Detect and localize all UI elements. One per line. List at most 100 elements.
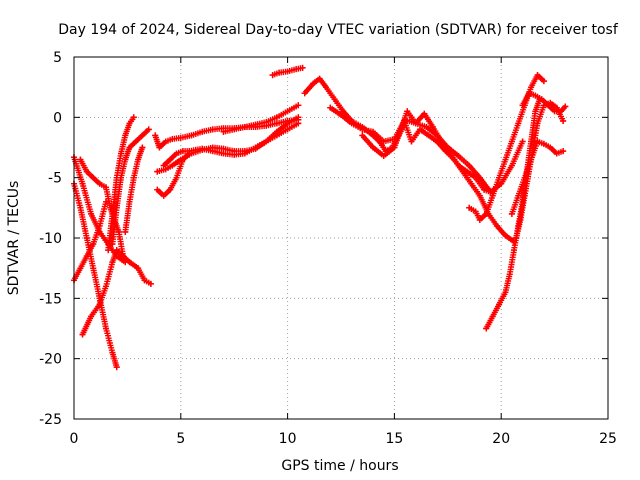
data-point bbox=[122, 132, 129, 139]
data-point bbox=[508, 162, 515, 169]
data-point bbox=[103, 283, 110, 290]
data-point bbox=[83, 168, 90, 175]
data-point bbox=[412, 120, 419, 127]
data-point bbox=[169, 162, 176, 169]
data-point bbox=[525, 90, 532, 97]
data-point bbox=[517, 216, 524, 223]
data-point bbox=[519, 102, 526, 109]
data-point bbox=[498, 180, 505, 187]
data-point bbox=[511, 247, 518, 254]
data-point bbox=[528, 156, 535, 163]
data-point bbox=[316, 75, 323, 82]
data-point bbox=[466, 162, 473, 169]
data-point bbox=[130, 174, 137, 181]
data-point bbox=[77, 156, 84, 163]
data-point bbox=[109, 259, 116, 266]
data-point bbox=[96, 180, 103, 187]
data-point bbox=[273, 114, 280, 121]
data-point bbox=[380, 138, 387, 145]
series-arc-22 bbox=[519, 90, 569, 115]
data-point bbox=[532, 108, 539, 115]
data-point bbox=[160, 192, 167, 199]
data-point bbox=[466, 204, 473, 211]
data-point bbox=[464, 168, 471, 175]
data-point bbox=[139, 144, 146, 151]
data-point bbox=[508, 210, 515, 217]
data-markers bbox=[71, 64, 569, 371]
data-point bbox=[199, 145, 206, 152]
data-point bbox=[476, 216, 483, 223]
data-point bbox=[241, 123, 248, 130]
data-point bbox=[77, 204, 84, 211]
data-point bbox=[284, 120, 291, 127]
data-point bbox=[263, 138, 270, 145]
data-point bbox=[109, 241, 116, 248]
series-arc-15 bbox=[301, 75, 518, 245]
data-point bbox=[126, 198, 133, 205]
x-tick-label: 0 bbox=[70, 431, 79, 447]
data-point bbox=[558, 108, 565, 115]
data-point bbox=[132, 138, 139, 145]
data-point bbox=[83, 235, 90, 241]
data-point bbox=[359, 126, 366, 133]
data-point bbox=[515, 192, 522, 199]
data-point bbox=[192, 146, 199, 153]
data-point bbox=[122, 156, 129, 163]
data-point bbox=[472, 208, 479, 215]
data-point bbox=[209, 148, 216, 155]
data-point bbox=[534, 138, 541, 145]
data-point bbox=[109, 349, 116, 356]
data-point bbox=[508, 138, 515, 145]
data-point bbox=[88, 210, 95, 217]
data-point bbox=[370, 128, 377, 135]
data-point bbox=[476, 192, 483, 199]
data-point bbox=[90, 241, 97, 248]
data-point bbox=[534, 72, 541, 79]
data-point bbox=[141, 277, 148, 284]
data-point bbox=[423, 123, 430, 130]
data-point bbox=[96, 301, 103, 308]
data-point bbox=[79, 180, 86, 187]
data-point bbox=[545, 102, 552, 109]
series-arc-5 bbox=[79, 247, 154, 338]
x-axis-label: GPS time / hours bbox=[281, 458, 398, 474]
data-point bbox=[90, 174, 97, 181]
data-point bbox=[538, 96, 545, 103]
series-arc-12 bbox=[160, 120, 302, 169]
data-point bbox=[113, 204, 120, 211]
data-point bbox=[154, 186, 161, 193]
series-arc-7 bbox=[109, 126, 152, 248]
data-point bbox=[90, 265, 97, 272]
data-point bbox=[496, 301, 503, 308]
data-point bbox=[521, 192, 528, 199]
data-point bbox=[220, 150, 227, 157]
data-point bbox=[156, 144, 163, 151]
data-point bbox=[438, 138, 445, 145]
data-point bbox=[252, 121, 259, 128]
data-point bbox=[220, 128, 227, 135]
data-point bbox=[147, 280, 154, 287]
data-point bbox=[468, 180, 475, 187]
x-tick-label: 5 bbox=[176, 431, 185, 447]
data-point bbox=[160, 162, 167, 169]
axis-ticks bbox=[73, 56, 609, 420]
data-point bbox=[77, 265, 84, 272]
data-point bbox=[126, 259, 133, 266]
data-point bbox=[301, 90, 308, 97]
data-point bbox=[169, 136, 176, 143]
data-point bbox=[135, 156, 142, 163]
data-point bbox=[547, 144, 554, 151]
data-point bbox=[521, 174, 528, 181]
data-point bbox=[130, 114, 137, 121]
data-point bbox=[513, 235, 520, 241]
data-point bbox=[139, 132, 146, 139]
data-point bbox=[241, 150, 248, 157]
data-point bbox=[173, 174, 180, 181]
y-tick-label: -5 bbox=[48, 171, 62, 187]
data-point bbox=[489, 192, 496, 199]
data-point bbox=[284, 108, 291, 115]
data-point bbox=[295, 120, 302, 127]
data-point bbox=[370, 144, 377, 151]
series-arc-21 bbox=[508, 138, 567, 217]
